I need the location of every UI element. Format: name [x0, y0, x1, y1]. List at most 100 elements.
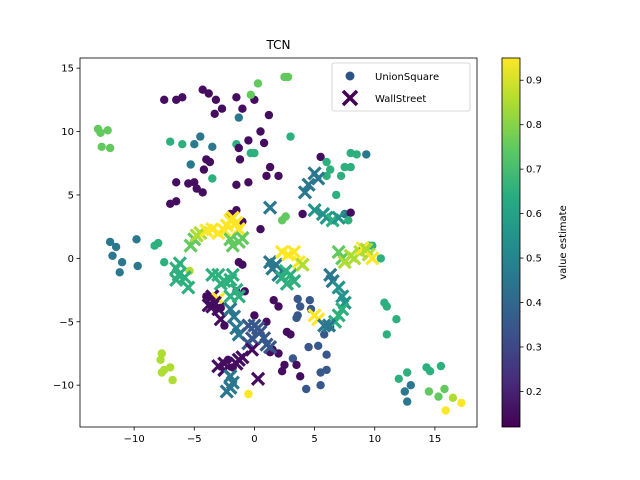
unionsquare-point — [232, 93, 241, 102]
x-tick-label: −5 — [187, 434, 202, 445]
unionsquare-point — [304, 342, 313, 352]
unionsquare-point — [103, 126, 112, 135]
colorbar-label: value estimate — [558, 205, 569, 280]
colorbar-tick-label: 0.6 — [526, 209, 542, 220]
wallstreet-point — [250, 371, 266, 386]
unionsquare-point — [394, 374, 403, 383]
wallstreet-point — [317, 318, 332, 333]
unionsquare-point — [376, 254, 385, 263]
x-tick-label: 15 — [429, 434, 442, 445]
wallstreet-point — [201, 298, 216, 313]
unionsquare-point — [362, 150, 371, 159]
colorbar-tick-label: 0.2 — [526, 387, 542, 398]
x-tick-label: 0 — [251, 434, 257, 445]
unionsquare-point — [238, 104, 247, 113]
legend-label-unionsquare: UnionSquare — [375, 72, 439, 83]
unionsquare-point — [346, 208, 355, 217]
unionsquare-point — [296, 372, 305, 381]
unionsquare-point — [320, 330, 329, 339]
unionsquare-point — [244, 136, 253, 145]
wallstreet-point — [219, 384, 234, 399]
unionsquare-point — [269, 296, 278, 305]
wallstreet-point — [307, 203, 322, 218]
wallstreet-point — [321, 318, 337, 333]
y-axis: −10 −5 0 5 10 15 — [53, 64, 80, 392]
wallstreet-point — [235, 230, 250, 246]
unionsquare-point — [440, 384, 449, 394]
unionsquare-point — [178, 93, 187, 102]
unionsquare-point — [436, 361, 446, 371]
legend-box — [331, 62, 471, 112]
x-axis: −10 −5 0 5 10 15 — [124, 427, 442, 445]
unionsquare-point — [322, 157, 331, 167]
colorbar-gradient — [501, 57, 521, 428]
unionsquare-point — [400, 387, 409, 396]
unionsquare-point — [316, 381, 325, 390]
unionsquare-point — [244, 178, 253, 187]
unionsquare-point — [133, 261, 142, 271]
unionsquare-point — [340, 162, 349, 172]
unionsquare-point — [244, 389, 253, 399]
points-layer — [93, 72, 466, 415]
wallstreet-point — [311, 171, 326, 186]
unionsquare-point — [281, 212, 290, 221]
unionsquare-point — [336, 171, 346, 181]
unionsquare-point — [314, 341, 323, 350]
unionsquare-point — [166, 363, 175, 372]
colorbar-tick-label: 0.9 — [526, 76, 542, 87]
unionsquare-point — [457, 398, 466, 408]
unionsquare-point — [425, 367, 435, 376]
unionsquare-point — [448, 393, 458, 402]
unionsquare-point — [403, 368, 412, 377]
legend-x-marker — [341, 89, 359, 107]
unionsquare-point — [256, 127, 265, 136]
unionsquare-point — [298, 209, 307, 219]
unionsquare-point — [424, 387, 434, 396]
unionsquare-point — [259, 138, 269, 148]
unionsquare-point — [305, 296, 314, 305]
wallstreet-point — [297, 185, 313, 200]
chart-title: TCN — [266, 38, 291, 52]
wallstreet-point — [331, 210, 346, 225]
colorbar-tick-label: 0.4 — [526, 298, 542, 309]
wallstreet-point — [262, 339, 278, 355]
unionsquare-point — [198, 188, 207, 197]
colorbar-tick-label: 0.5 — [526, 254, 542, 265]
unionsquare-point — [344, 216, 353, 225]
unionsquare-point — [238, 260, 247, 269]
unionsquare-point — [302, 384, 311, 394]
unionsquare-point — [253, 79, 263, 88]
plot-frame — [79, 57, 478, 428]
unionsquare-point — [332, 190, 341, 200]
unionsquare-point — [196, 132, 205, 141]
unionsquare-point — [434, 392, 443, 401]
wallstreet-point — [365, 251, 380, 266]
y-tick-label: −5 — [59, 317, 74, 328]
legend-circle-marker — [345, 71, 355, 81]
y-tick-label: −10 — [53, 381, 74, 392]
unionsquare-point — [280, 360, 289, 370]
unionsquare-point — [232, 180, 241, 189]
y-tick-label: 15 — [61, 64, 74, 75]
unionsquare-point — [441, 406, 450, 415]
unionsquare-point — [322, 350, 331, 359]
unionsquare-point — [403, 397, 412, 406]
wallstreet-point — [279, 276, 295, 291]
unionsquare-point — [264, 110, 274, 120]
unionsquare-point — [288, 354, 298, 363]
unionsquare-point — [296, 302, 305, 311]
unionsquare-point — [293, 294, 302, 304]
unionsquare-point — [211, 95, 221, 105]
wallstreet-point — [331, 280, 346, 295]
unionsquare-point — [178, 140, 187, 149]
unionsquare-point — [346, 162, 355, 172]
wallstreet-point — [268, 257, 284, 272]
wallstreet-point — [225, 267, 240, 282]
unionsquare-point — [392, 315, 401, 324]
unionsquare-point — [283, 72, 293, 82]
unionsquare-point — [97, 142, 106, 151]
unionsquare-point — [234, 113, 243, 122]
x-tick-label: −10 — [124, 434, 145, 445]
y-tick-label: 0 — [68, 254, 74, 265]
